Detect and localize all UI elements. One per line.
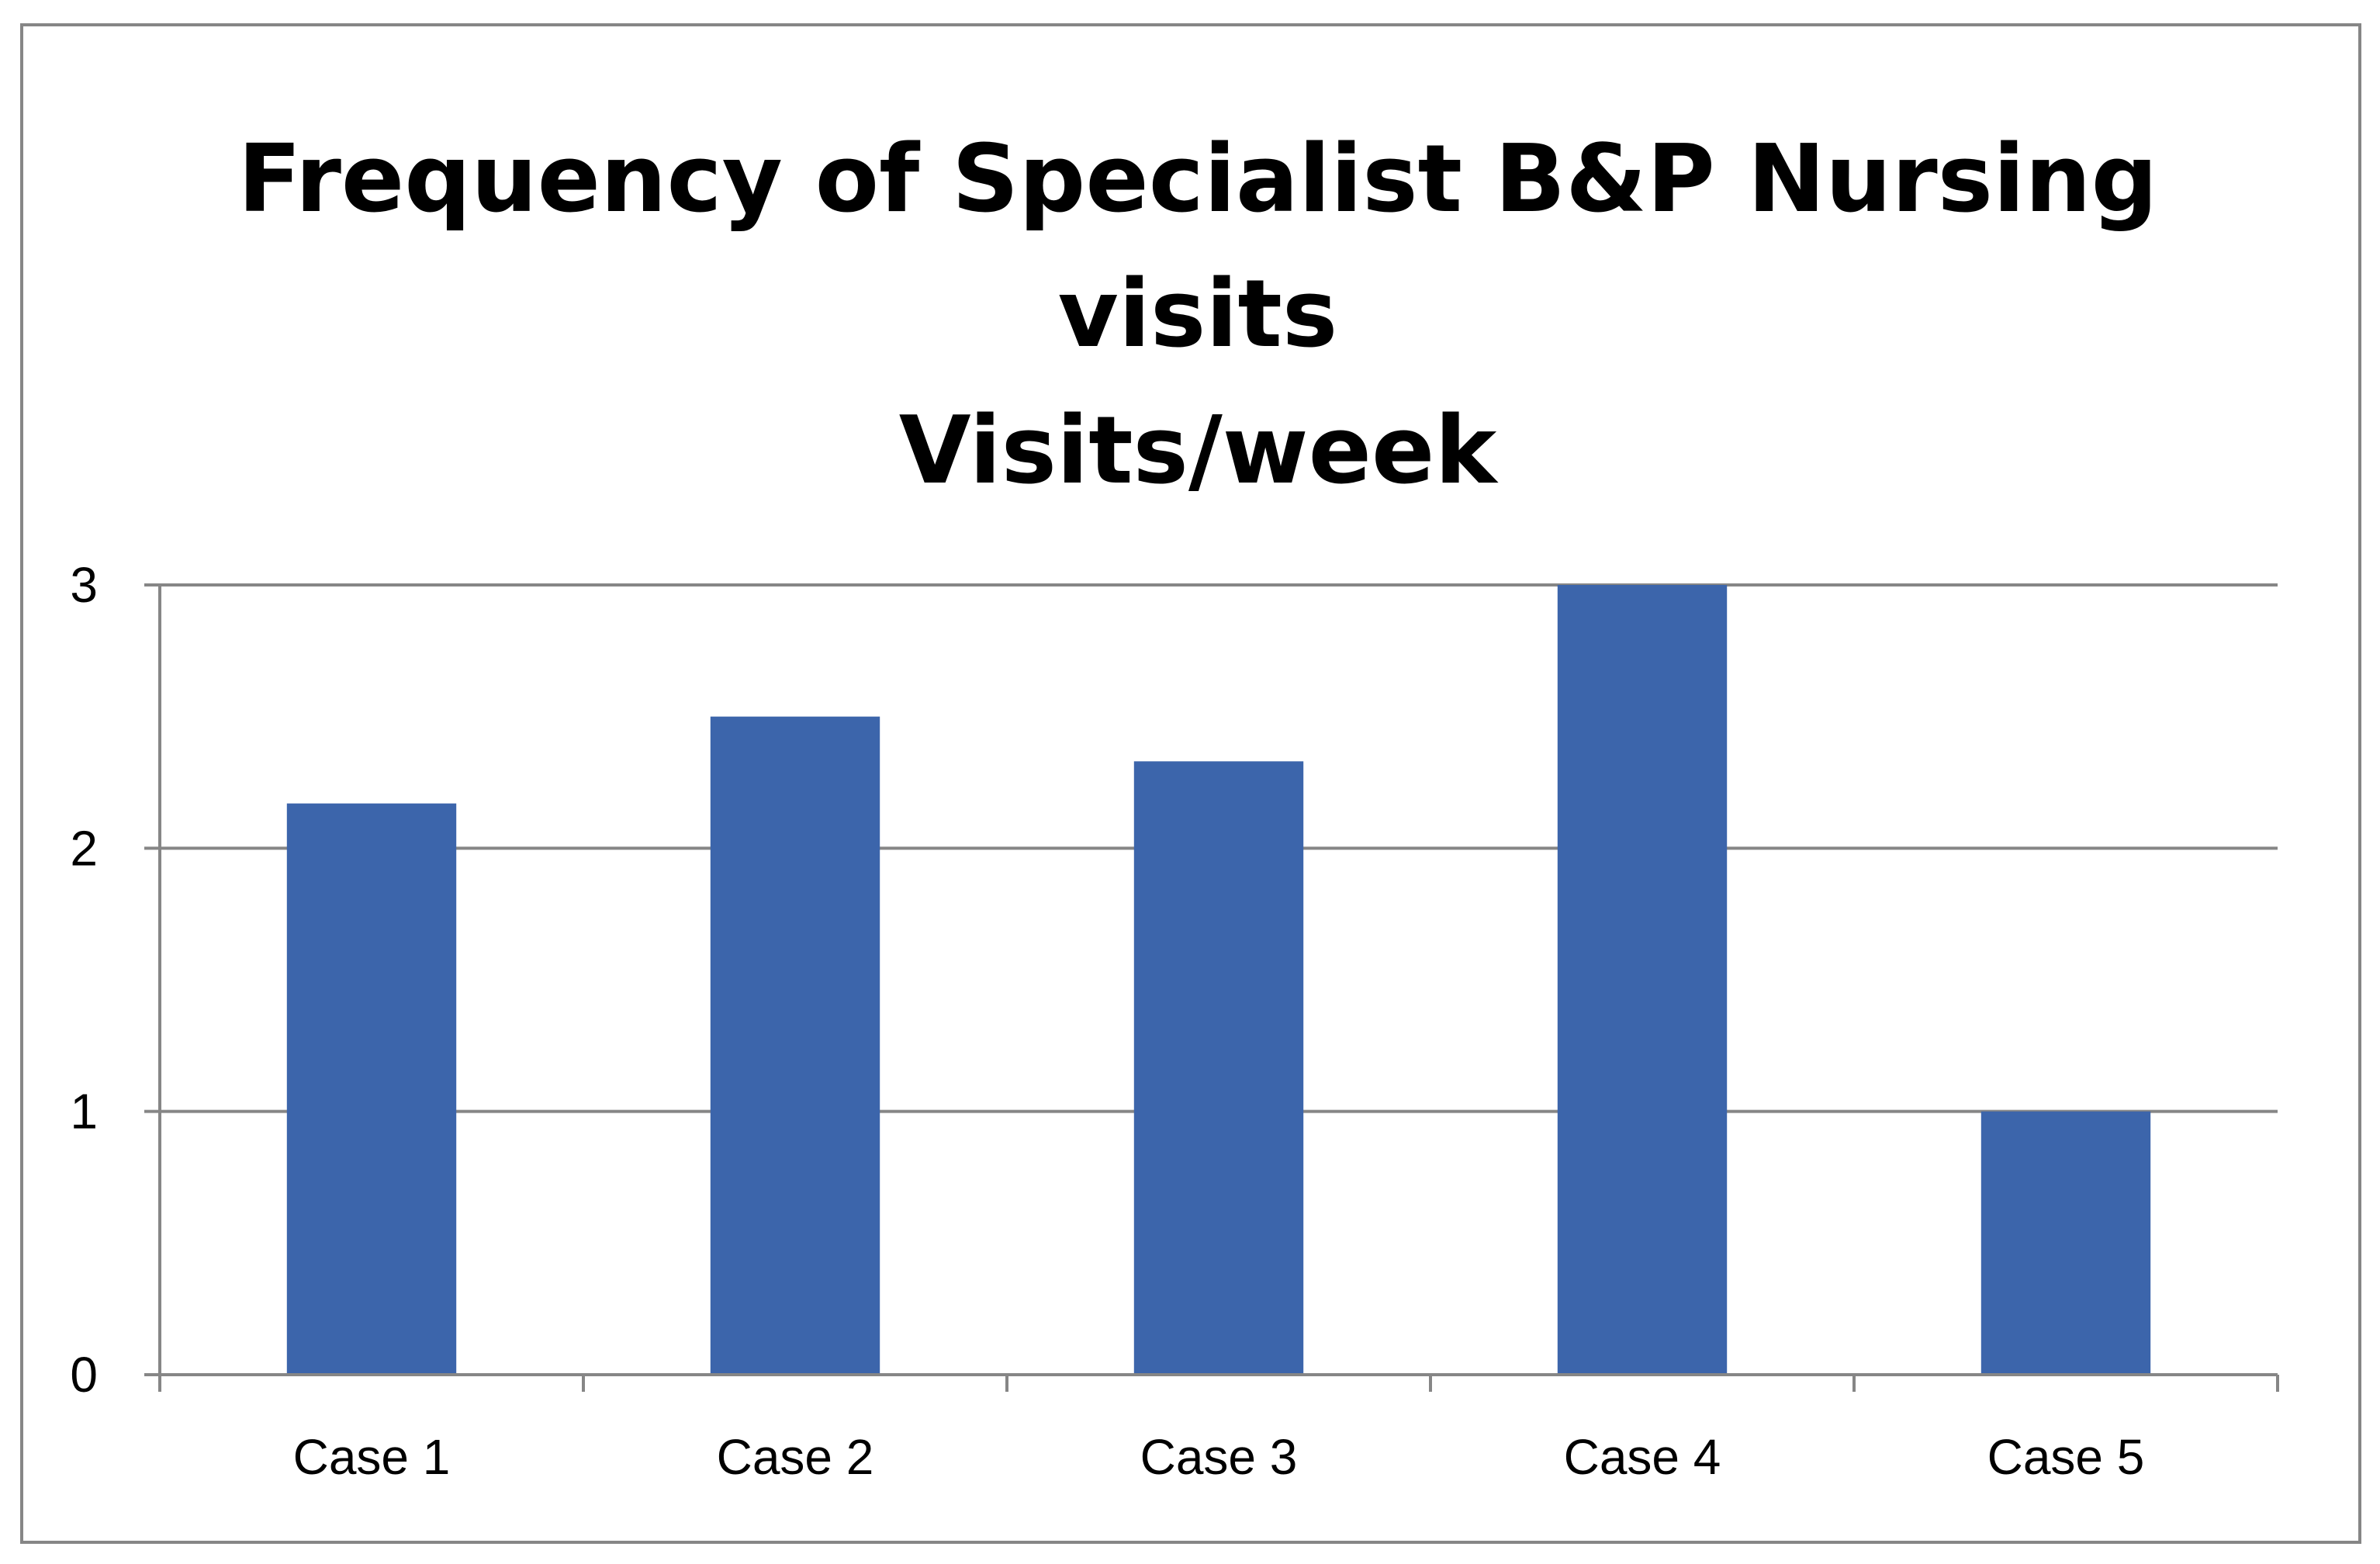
y-tick-label: 1 [70, 1084, 98, 1140]
x-tick-label: Case 4 [1564, 1429, 1721, 1485]
x-tick-label: Case 2 [717, 1429, 874, 1485]
x-tick-labels: Case 1 Case 2 Case 3 Case 4 Case 5 [293, 1429, 2145, 1485]
bar-5 [1980, 1111, 2151, 1375]
x-tick-label: Case 1 [293, 1429, 451, 1485]
chart-title: Frequency of Specialist B&P Nursing visi… [237, 126, 2157, 505]
bar-2 [710, 716, 880, 1375]
bar-1 [286, 803, 457, 1375]
y-tick-labels: 0 1 2 3 [70, 557, 98, 1403]
y-tick-label: 2 [70, 820, 98, 876]
chart-title-line-2: visits [1058, 261, 1338, 369]
y-tick-label: 0 [70, 1347, 98, 1403]
chart-title-line-3: Visits/week [899, 397, 1500, 505]
chart-frame: Frequency of Specialist B&P Nursing visi… [20, 23, 2361, 1544]
x-tick-label: Case 3 [1140, 1429, 1298, 1485]
bar-4 [1557, 585, 1728, 1375]
y-tick-label: 3 [70, 557, 98, 613]
chart-title-line-1: Frequency of Specialist B&P Nursing [237, 126, 2157, 234]
bar-3 [1133, 761, 1304, 1375]
x-tick-label: Case 5 [1987, 1429, 2145, 1485]
bar-chart: Frequency of Specialist B&P Nursing visi… [70, 126, 2279, 1485]
axes [144, 583, 2279, 1392]
bars [286, 585, 2151, 1375]
